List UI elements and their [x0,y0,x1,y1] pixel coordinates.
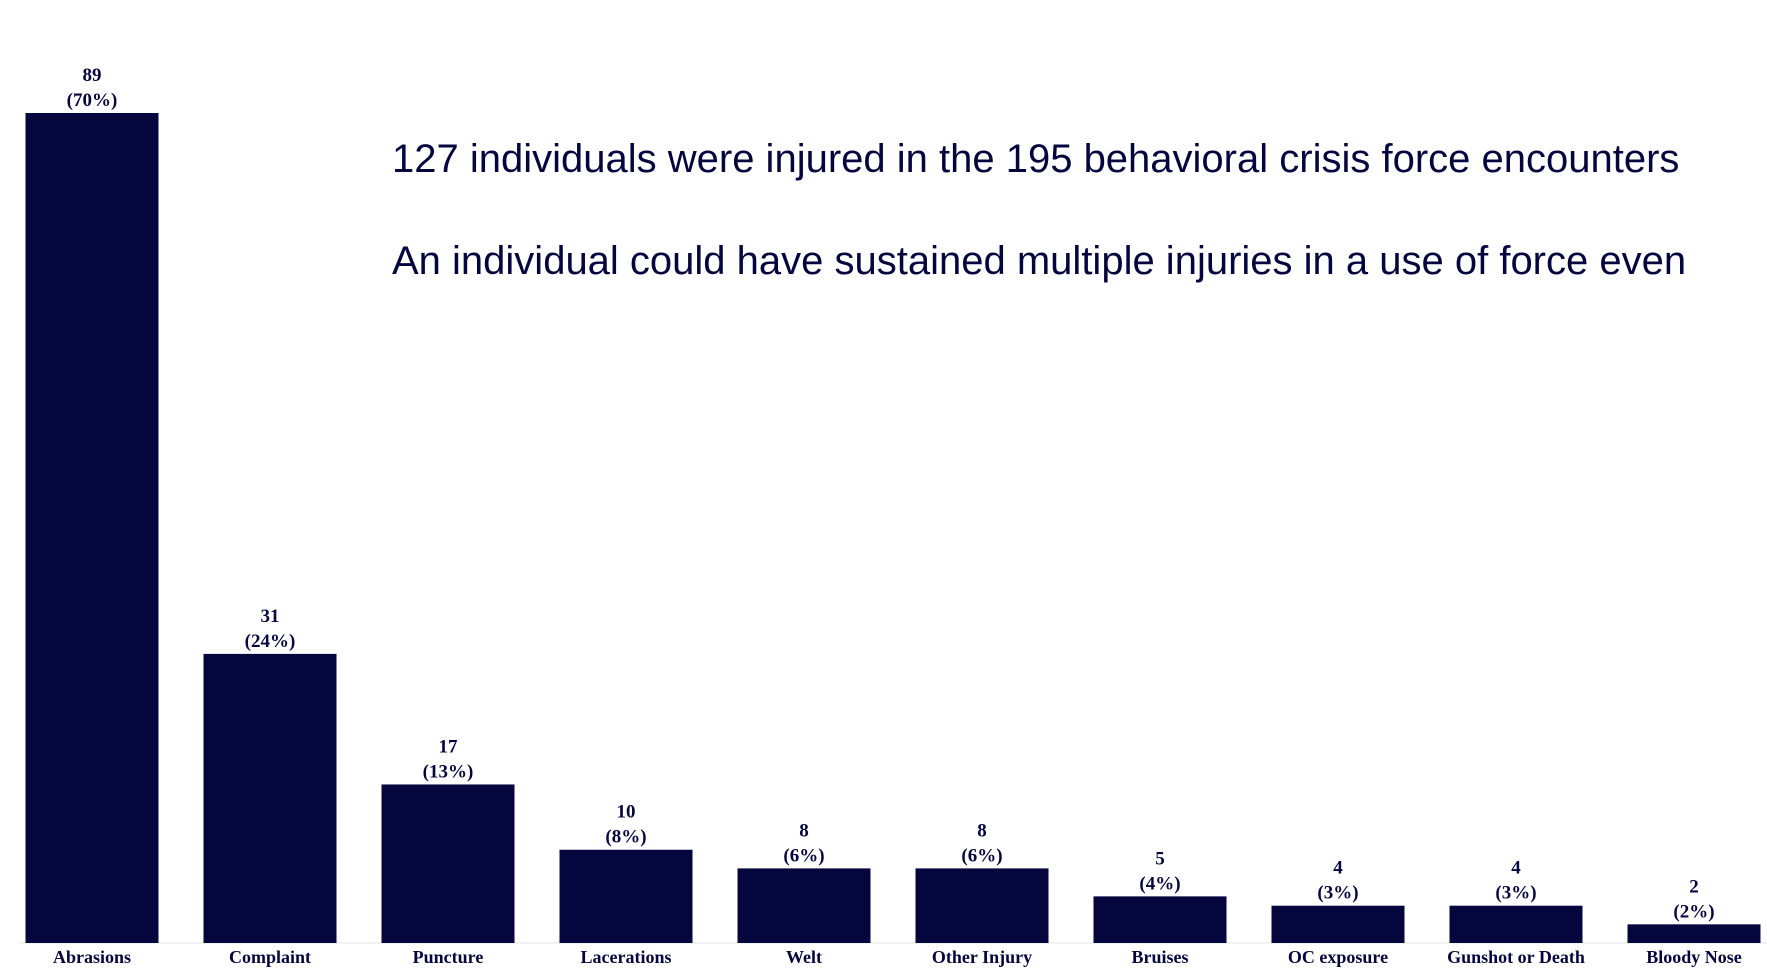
value-label: 4 [1511,858,1521,879]
percent-label: (2%) [1673,901,1714,922]
value-label: 89 [83,65,102,86]
x-tick-label: Puncture [413,947,484,967]
x-tick-label: Welt [786,947,822,967]
percent-label: (6%) [961,845,1002,866]
percent-label: (3%) [1495,883,1536,904]
percent-label: (13%) [423,761,474,782]
annotation: 127 individuals were injured in the 195 … [392,137,1679,181]
x-tick-label: Gunshot or Death [1447,947,1585,967]
x-tick-label: Lacerations [581,947,672,967]
bar [559,849,693,943]
bar [1271,905,1405,943]
bar [737,868,871,943]
percent-label: (8%) [605,827,646,848]
bar [1093,896,1227,943]
x-tick-label: Bloody Nose [1646,947,1742,967]
bar [203,653,337,943]
percent-label: (6%) [783,845,824,866]
bar [1627,924,1761,943]
bar [381,784,515,943]
percent-label: (4%) [1139,873,1180,894]
x-tick-label: Other Injury [932,947,1032,967]
x-tick-label: Bruises [1131,947,1188,967]
value-label: 17 [439,736,459,757]
bar [25,113,159,943]
value-label: 8 [977,820,987,841]
annotation: An individual could have sustained multi… [392,239,1686,283]
value-label: 10 [617,802,636,823]
value-label: 8 [799,820,809,841]
value-label: 5 [1155,848,1165,869]
percent-label: (3%) [1317,883,1358,904]
x-tick-label: Abrasions [53,947,131,967]
value-label: 4 [1333,858,1343,879]
percent-label: (70%) [67,90,118,111]
value-label: 2 [1689,876,1699,897]
bar [1449,905,1583,943]
bar [915,868,1049,943]
x-tick-label: Complaint [229,947,311,967]
value-label: 31 [261,606,280,627]
x-tick-label: OC exposure [1288,947,1388,967]
percent-label: (24%) [245,631,296,652]
